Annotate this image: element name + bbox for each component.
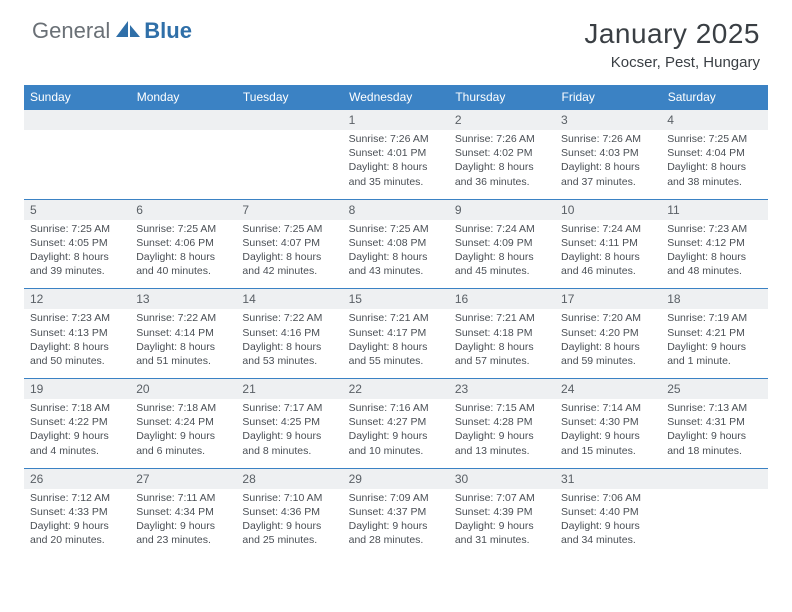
day-number-cell: 6 [130,199,236,220]
day-number-cell: 27 [130,468,236,489]
weekday-header: Sunday [24,85,130,110]
day-number-cell: 22 [343,379,449,400]
day-content-row: Sunrise: 7:25 AMSunset: 4:05 PMDaylight:… [24,220,768,289]
day-number-cell: 5 [24,199,130,220]
day-number-cell: 31 [555,468,661,489]
day-number-cell: 2 [449,110,555,131]
day-number-cell: 18 [661,289,767,310]
weekday-header: Wednesday [343,85,449,110]
day-number-cell: 1 [343,110,449,131]
day-content-cell: Sunrise: 7:25 AMSunset: 4:04 PMDaylight:… [661,130,767,199]
day-content-cell: Sunrise: 7:17 AMSunset: 4:25 PMDaylight:… [236,399,342,468]
day-content-cell [236,130,342,199]
day-content-cell: Sunrise: 7:25 AMSunset: 4:06 PMDaylight:… [130,220,236,289]
day-number-cell: 20 [130,379,236,400]
day-number-cell: 11 [661,199,767,220]
logo-text-general: General [32,18,110,44]
day-content-cell: Sunrise: 7:24 AMSunset: 4:09 PMDaylight:… [449,220,555,289]
day-content-cell: Sunrise: 7:07 AMSunset: 4:39 PMDaylight:… [449,489,555,558]
day-content-cell: Sunrise: 7:25 AMSunset: 4:08 PMDaylight:… [343,220,449,289]
day-content-cell: Sunrise: 7:21 AMSunset: 4:18 PMDaylight:… [449,309,555,378]
day-number-cell [661,468,767,489]
day-number-cell: 10 [555,199,661,220]
day-content-cell: Sunrise: 7:25 AMSunset: 4:07 PMDaylight:… [236,220,342,289]
day-number-cell: 26 [24,468,130,489]
day-number-cell: 30 [449,468,555,489]
day-content-cell [24,130,130,199]
day-content-cell: Sunrise: 7:18 AMSunset: 4:22 PMDaylight:… [24,399,130,468]
day-number-cell: 8 [343,199,449,220]
day-content-cell: Sunrise: 7:21 AMSunset: 4:17 PMDaylight:… [343,309,449,378]
logo-text-blue: Blue [144,18,192,44]
day-number-cell: 25 [661,379,767,400]
location-text: Kocser, Pest, Hungary [584,54,760,71]
day-number-cell: 19 [24,379,130,400]
day-number-cell: 17 [555,289,661,310]
day-number-cell: 4 [661,110,767,131]
day-content-cell: Sunrise: 7:25 AMSunset: 4:05 PMDaylight:… [24,220,130,289]
day-content-cell: Sunrise: 7:09 AMSunset: 4:37 PMDaylight:… [343,489,449,558]
day-content-cell: Sunrise: 7:18 AMSunset: 4:24 PMDaylight:… [130,399,236,468]
day-number-row: 1234 [24,110,768,131]
day-content-cell: Sunrise: 7:11 AMSunset: 4:34 PMDaylight:… [130,489,236,558]
day-number-cell: 15 [343,289,449,310]
logo-sail-icon [114,19,142,44]
day-content-row: Sunrise: 7:18 AMSunset: 4:22 PMDaylight:… [24,399,768,468]
day-number-row: 12131415161718 [24,289,768,310]
day-content-cell: Sunrise: 7:14 AMSunset: 4:30 PMDaylight:… [555,399,661,468]
day-content-cell: Sunrise: 7:06 AMSunset: 4:40 PMDaylight:… [555,489,661,558]
day-content-cell: Sunrise: 7:22 AMSunset: 4:14 PMDaylight:… [130,309,236,378]
day-content-cell: Sunrise: 7:13 AMSunset: 4:31 PMDaylight:… [661,399,767,468]
day-content-cell: Sunrise: 7:10 AMSunset: 4:36 PMDaylight:… [236,489,342,558]
day-number-cell: 23 [449,379,555,400]
day-number-cell: 14 [236,289,342,310]
day-number-cell [236,110,342,131]
day-content-cell: Sunrise: 7:16 AMSunset: 4:27 PMDaylight:… [343,399,449,468]
logo: General Blue [32,18,192,44]
day-number-cell: 12 [24,289,130,310]
day-number-cell: 7 [236,199,342,220]
day-content-cell: Sunrise: 7:19 AMSunset: 4:21 PMDaylight:… [661,309,767,378]
day-content-cell: Sunrise: 7:20 AMSunset: 4:20 PMDaylight:… [555,309,661,378]
day-number-cell: 24 [555,379,661,400]
weekday-header-row: Sunday Monday Tuesday Wednesday Thursday… [24,85,768,110]
weekday-header: Tuesday [236,85,342,110]
weekday-header: Saturday [661,85,767,110]
day-number-cell: 13 [130,289,236,310]
day-number-row: 567891011 [24,199,768,220]
day-content-cell: Sunrise: 7:23 AMSunset: 4:13 PMDaylight:… [24,309,130,378]
day-number-row: 262728293031 [24,468,768,489]
day-content-cell: Sunrise: 7:26 AMSunset: 4:03 PMDaylight:… [555,130,661,199]
day-content-row: Sunrise: 7:26 AMSunset: 4:01 PMDaylight:… [24,130,768,199]
calendar-table: Sunday Monday Tuesday Wednesday Thursday… [24,85,768,557]
title-block: January 2025 Kocser, Pest, Hungary [584,18,760,71]
day-content-cell: Sunrise: 7:23 AMSunset: 4:12 PMDaylight:… [661,220,767,289]
day-number-cell: 28 [236,468,342,489]
day-number-row: 19202122232425 [24,379,768,400]
weekday-header: Thursday [449,85,555,110]
day-number-cell: 29 [343,468,449,489]
weekday-header: Friday [555,85,661,110]
day-number-cell [130,110,236,131]
day-content-cell: Sunrise: 7:24 AMSunset: 4:11 PMDaylight:… [555,220,661,289]
day-number-cell: 16 [449,289,555,310]
day-content-cell: Sunrise: 7:15 AMSunset: 4:28 PMDaylight:… [449,399,555,468]
day-number-cell: 3 [555,110,661,131]
day-number-cell: 21 [236,379,342,400]
header: General Blue January 2025 Kocser, Pest, … [0,0,792,77]
day-number-cell: 9 [449,199,555,220]
day-content-cell: Sunrise: 7:22 AMSunset: 4:16 PMDaylight:… [236,309,342,378]
weekday-header: Monday [130,85,236,110]
month-title: January 2025 [584,18,760,50]
day-content-cell: Sunrise: 7:12 AMSunset: 4:33 PMDaylight:… [24,489,130,558]
day-content-cell: Sunrise: 7:26 AMSunset: 4:01 PMDaylight:… [343,130,449,199]
day-content-cell [130,130,236,199]
day-number-cell [24,110,130,131]
day-content-row: Sunrise: 7:12 AMSunset: 4:33 PMDaylight:… [24,489,768,558]
day-content-cell: Sunrise: 7:26 AMSunset: 4:02 PMDaylight:… [449,130,555,199]
day-content-row: Sunrise: 7:23 AMSunset: 4:13 PMDaylight:… [24,309,768,378]
day-content-cell [661,489,767,558]
